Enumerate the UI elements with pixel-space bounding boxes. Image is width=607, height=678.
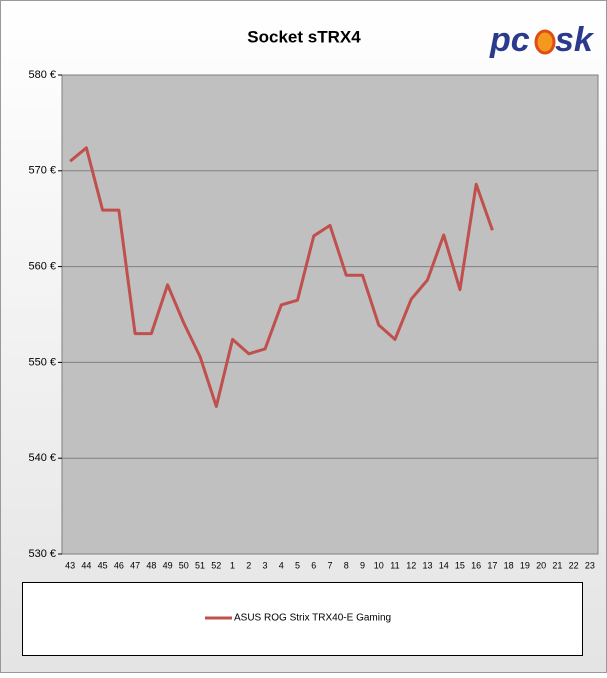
logo: pc sk — [489, 21, 595, 59]
x-tick-label: 2 — [246, 560, 251, 570]
x-tick-label: 8 — [344, 560, 349, 570]
x-tick-label: 13 — [422, 560, 432, 570]
x-tick-label: 52 — [211, 560, 221, 570]
x-tick-label: 6 — [311, 560, 316, 570]
x-tick-label: 15 — [455, 560, 465, 570]
x-tick-label: 19 — [520, 560, 530, 570]
x-tick-label: 7 — [327, 560, 332, 570]
x-tick-label: 21 — [552, 560, 562, 570]
legend — [22, 582, 583, 656]
y-tick-label: 580 € — [28, 69, 56, 81]
x-tick-label: 14 — [439, 560, 449, 570]
x-tick-label: 50 — [179, 560, 189, 570]
x-tick-label: 49 — [163, 560, 173, 570]
y-tick-label: 550 € — [28, 356, 56, 368]
x-tick-label: 48 — [146, 560, 156, 570]
x-tick-label: 43 — [65, 560, 75, 570]
logo-flame — [534, 29, 556, 55]
x-tick-label: 18 — [504, 560, 514, 570]
logo-text: sk — [555, 21, 595, 59]
line-series — [69, 146, 494, 408]
y-tick-label: 560 € — [28, 261, 56, 273]
x-tick-label: 9 — [360, 560, 365, 570]
chart-title: Socket sTRX4 — [247, 27, 361, 46]
x-tick-label: 23 — [585, 560, 595, 570]
x-tick-label: 16 — [471, 560, 481, 570]
y-tick-label: 530 € — [28, 548, 56, 560]
x-tick-label: 47 — [130, 560, 140, 570]
y-tick-label: 570 € — [28, 165, 56, 177]
x-tick-label: 46 — [114, 560, 124, 570]
x-tick-label: 51 — [195, 560, 205, 570]
plot-area — [61, 74, 599, 555]
x-tick-label: 22 — [569, 560, 579, 570]
x-tick-label: 5 — [295, 560, 300, 570]
legend-label: ASUS ROG Strix TRX40-E Gaming — [234, 613, 391, 624]
x-tick-label: 11 — [390, 560, 399, 570]
logo-text: pc — [489, 21, 530, 59]
x-tick-label: 12 — [406, 560, 416, 570]
y-tick-label: 540 € — [28, 452, 56, 464]
x-tick-label: 44 — [81, 560, 91, 570]
x-tick-label: 45 — [98, 560, 108, 570]
x-tick-label: 10 — [374, 560, 384, 570]
x-tick-label: 17 — [487, 560, 497, 570]
x-tick-label: 4 — [279, 560, 284, 570]
x-tick-label: 1 — [230, 560, 235, 570]
x-tick-label: 3 — [263, 560, 268, 570]
x-tick-label: 20 — [536, 560, 546, 570]
